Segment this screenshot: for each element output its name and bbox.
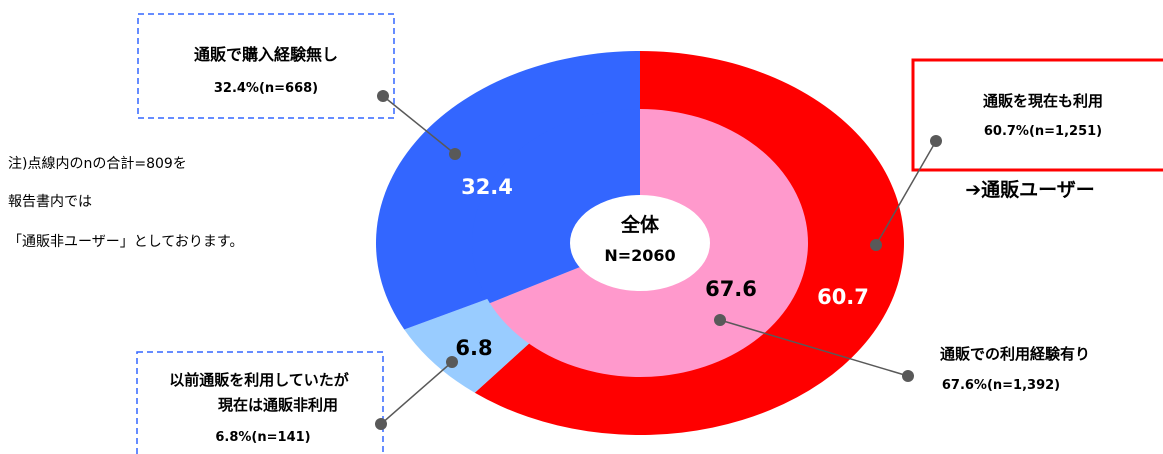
callout-former-user-line1: 以前通販を利用していたが (169, 371, 350, 389)
callout-current-user-title: 通販を現在も利用 (983, 92, 1103, 110)
center-n: N=2060 (604, 246, 675, 265)
slice-label-current-user: 60.7 (817, 285, 869, 309)
slice-label-no-experience: 32.4 (461, 175, 513, 199)
callout-former-user-value: 6.8%(n=141) (215, 430, 310, 445)
leader-dot-experience-b (714, 314, 726, 326)
center-hole (570, 195, 710, 291)
leader-dot-current-user-b (870, 239, 882, 251)
callout-former-user-line2: 現在は通販非利用 (218, 396, 338, 414)
callout-box-former-user (136, 351, 384, 454)
leader-dot-former-user-a (375, 418, 387, 430)
arrow-label-ec-user: ➔通販ユーザー (965, 179, 1095, 201)
callout-experience-value: 67.6%(n=1,392) (942, 378, 1060, 393)
note-line-3: 「通販非ユーザー」としております。 (8, 234, 243, 250)
leader-line-no-experience (382, 95, 456, 155)
callout-no-experience-title: 通販で購入経験無し (194, 45, 338, 64)
leader-dot-no-experience-a (377, 90, 389, 102)
leader-dot-current-user-a (930, 135, 942, 147)
slice-label-experience: 67.6 (705, 277, 757, 301)
leader-dot-experience-a (902, 370, 914, 382)
leader-dot-no-experience-b (449, 148, 461, 160)
leader-line-current-user (875, 140, 937, 246)
leader-line-former-user (380, 361, 453, 425)
leader-dot-former-user-b (446, 356, 458, 368)
note-line-2: 報告書内では (8, 194, 92, 210)
slice-label-former-user: 6.8 (455, 336, 492, 360)
callout-no-experience-value: 32.4%(n=668) (214, 81, 318, 96)
center-title: 全体 (620, 213, 660, 236)
leader-line-experience (719, 319, 909, 377)
callout-box-current-user (911, 58, 1163, 172)
callout-current-user-value: 60.7%(n=1,251) (984, 124, 1102, 139)
note-line-1: 注)点線内のnの合計=809を (8, 156, 187, 172)
callout-experience-title: 通販での利用経験有り (940, 345, 1090, 363)
callout-box-no-experience (137, 13, 395, 119)
